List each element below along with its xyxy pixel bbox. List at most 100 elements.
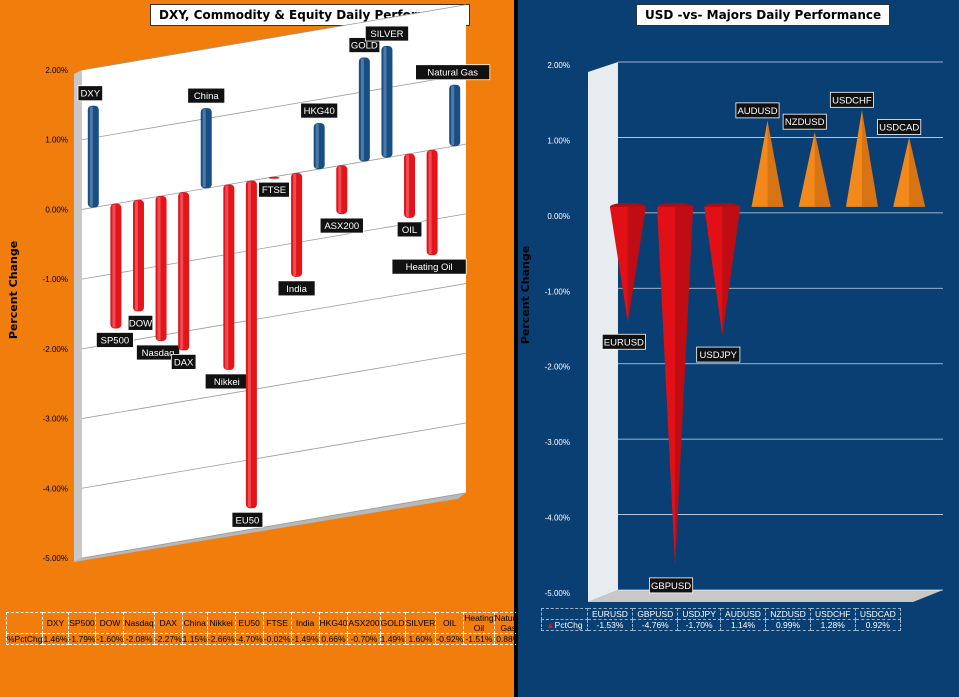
left-table-value: -1.79%	[67, 633, 97, 645]
left-bar-highlight	[112, 204, 116, 328]
right-cone-label-box	[696, 346, 741, 363]
right-row-label: ▲PctChg	[541, 619, 588, 631]
left-table-value: 1.60%	[404, 633, 437, 645]
right-chart-svg: 2.00% 1.00% 0.00% -1.00% -2.00% -3.00% -4.00% -…	[519, 61, 943, 602]
right-cone-nzdusd-shade	[814, 132, 831, 207]
left-side-wall	[74, 70, 82, 562]
left-bar-label: GOLD	[351, 41, 378, 52]
left-bar-label-box	[319, 217, 364, 234]
right-cone-label: AUDUSD	[737, 106, 777, 117]
right-table-header: NZDUSD	[765, 608, 811, 620]
right-cone-label-box	[829, 91, 874, 108]
left-bar-highlight	[134, 200, 138, 311]
right-cone-label: USDCAD	[879, 122, 919, 133]
right-cone-eurusd-shade	[627, 206, 646, 323]
left-bar-label-box	[187, 87, 226, 104]
left-bar-highlight	[451, 85, 455, 146]
right-y-tick-label: -3.00%	[545, 438, 570, 447]
left-gridline	[81, 352, 467, 419]
right-table-value: 0.92%	[854, 619, 902, 631]
right-y-axis-label: Percent Change	[519, 246, 532, 344]
right-table-header: USDJPY	[677, 608, 721, 620]
left-table-value: 1.15%	[181, 633, 208, 645]
right-chart-title: USD -vs- Majors Daily Performance	[636, 4, 891, 26]
left-bar-label: DOW	[129, 318, 152, 329]
left-bar-label: OIL	[402, 225, 417, 236]
right-cone-label: NZDUSD	[785, 117, 825, 128]
right-side-wall	[588, 62, 618, 602]
left-table-value: 0.66%	[318, 633, 349, 645]
left-bar-label-box	[136, 344, 181, 361]
left-table-header: OIL	[435, 612, 465, 634]
left-bar-label-box	[415, 64, 491, 81]
left-bar-highlight	[428, 150, 432, 255]
right-table-header: USDCAD	[854, 608, 902, 620]
left-table-header: ASX200	[347, 612, 381, 634]
left-bar-label-box	[170, 353, 197, 370]
right-table-header: GBPUSD	[632, 608, 679, 620]
left-bar-label: India	[286, 284, 307, 295]
left-y-tick-label: -2.00%	[43, 345, 68, 354]
left-table-header: SILVER	[404, 612, 437, 634]
left-bar-ftse	[268, 176, 280, 179]
left-bar-highlight	[247, 181, 251, 508]
right-table-value: 1.28%	[809, 619, 856, 631]
left-table-value: -1.49%	[290, 633, 320, 645]
left-table-value: -2.08%	[123, 633, 155, 645]
left-bar-dow	[132, 199, 144, 312]
left-table-value: -1.60%	[95, 633, 125, 645]
left-bar-label: Nasdaq	[142, 348, 175, 359]
left-bar-label: Nikkei	[214, 377, 240, 388]
left-table-header: HKG40	[318, 612, 349, 634]
right-cone-usdjpy	[704, 206, 741, 336]
left-table-header: India	[290, 612, 320, 634]
right-cone-label-box	[601, 333, 646, 350]
left-table-value: -2.27%	[153, 633, 183, 645]
left-gridline	[81, 4, 467, 71]
left-bar-gold	[358, 57, 370, 162]
right-y-tick-label: 0.00%	[547, 212, 570, 221]
left-bar-label: Natural Gas	[427, 68, 478, 79]
left-table-value: -0.02%	[262, 633, 292, 645]
left-bar-label: ASX200	[324, 221, 359, 232]
left-bar-label-box	[258, 181, 290, 198]
right-plot-floor	[588, 590, 943, 602]
left-y-tick-label: 1.00%	[45, 136, 68, 145]
left-row-label: %PctChg	[5, 633, 44, 645]
left-y-tick-label: -3.00%	[43, 415, 68, 424]
left-bar-label: FTSE	[262, 185, 286, 196]
left-table-value: 1.49%	[379, 633, 406, 645]
right-table-header: USDCHF	[809, 608, 856, 620]
left-bar-label: SILVER	[370, 29, 403, 40]
left-bar-china	[200, 108, 212, 189]
right-cone-usdcad-shade	[909, 137, 926, 207]
right-table-value: -1.53%	[586, 619, 634, 631]
left-bar-label: SP500	[101, 335, 130, 346]
left-bar-label: DXY	[81, 89, 101, 100]
equity-commodity-chart-panel: DXY, Commodity & Equity Daily Performanc…	[0, 0, 523, 697]
right-cone-label-box	[877, 119, 922, 135]
left-bar-label: China	[194, 91, 220, 102]
left-data-table: DXY SP500 DOW Nasdaq DAX China Nikkei EU50 FTSE I…	[5, 612, 523, 645]
right-cone-gbpusd	[657, 206, 694, 566]
left-table-header: SP500	[67, 612, 97, 634]
left-bar-label-box	[95, 332, 134, 348]
left-bar-natural-gas	[449, 84, 461, 147]
left-table-value: 1.46%	[42, 633, 69, 645]
left-y-tick-label: -5.00%	[43, 554, 68, 563]
left-bar-label-box	[127, 314, 154, 331]
left-bar-label: EU50	[236, 515, 260, 526]
right-y-tick-label: -1.00%	[545, 287, 570, 296]
left-gridline	[81, 74, 467, 141]
left-bar-highlight	[338, 166, 342, 214]
left-bar-label: DAX	[174, 357, 194, 368]
left-bar-label-box	[77, 85, 103, 102]
right-table-value: -1.70%	[677, 619, 721, 631]
left-gridline	[81, 283, 467, 350]
right-cone-eurusd	[609, 206, 646, 323]
left-bar-label: Heating Oil	[406, 262, 453, 273]
left-table-value: -2.66%	[206, 633, 236, 645]
left-chart-svg: 2.00% 1.00% 0.00% -1.00% -2.00% -3.00% -4.00% -…	[7, 4, 491, 563]
left-bar-highlight	[315, 124, 319, 169]
left-bar-dxy	[87, 105, 99, 208]
